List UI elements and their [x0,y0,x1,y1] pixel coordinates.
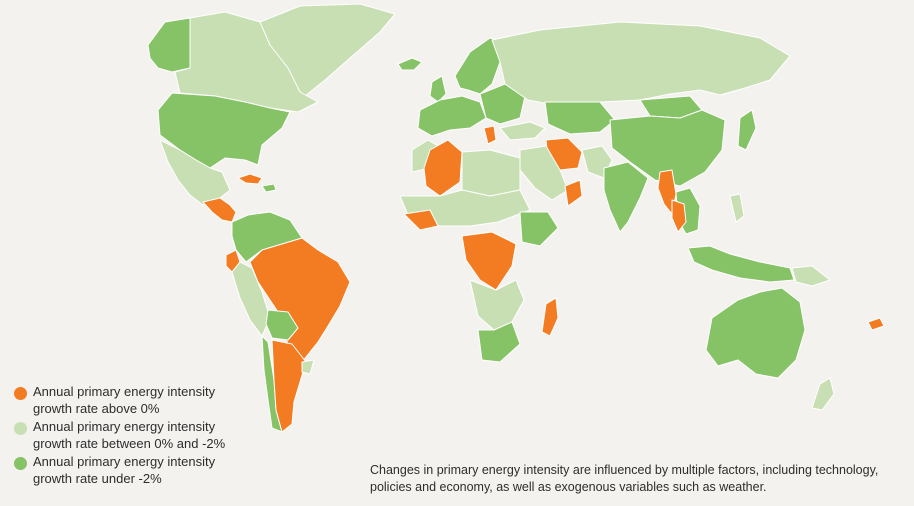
region-india [603,161,649,233]
region-pacific-islands [867,317,885,331]
region-philippines [729,193,745,223]
region-kazakhstan [544,101,616,135]
map-legend: Annual primary energy intensity growth r… [14,383,274,488]
region-australia [705,287,806,379]
region-south-africa [477,321,521,363]
region-thailand [671,199,687,233]
legend-item-under-minus2: Annual primary energy intensity growth r… [14,453,274,487]
region-cuba [237,173,263,185]
legend-swatch-light-green [14,422,27,435]
region-greece [483,125,497,145]
region-indonesia [687,245,795,283]
region-scandinavia [454,37,506,95]
region-madagascar [541,297,559,337]
region-central-america [202,197,237,223]
region-brazil [249,237,351,363]
region-oman [564,179,583,207]
region-uk [429,75,447,103]
region-iceland [397,57,423,71]
region-usa [157,92,291,169]
region-east-africa [519,211,559,247]
legend-item-above-zero: Annual primary energy intensity growth r… [14,383,274,417]
region-new-zealand [811,377,835,411]
region-png [791,265,831,287]
region-libya-egypt [461,149,521,197]
legend-label: Annual primary energy intensity growth r… [33,419,226,451]
region-china [609,109,726,187]
legend-label: Annual primary energy intensity growth r… [33,384,216,416]
region-alaska [147,17,191,73]
region-west-africa [403,209,439,231]
legend-swatch-orange [14,387,27,400]
legend-label: Annual primary energy intensity growth r… [33,454,216,486]
legend-item-between: Annual primary energy intensity growth r… [14,418,274,452]
region-argentina [271,339,307,433]
region-middle-east [519,145,569,201]
region-mexico [159,139,231,206]
region-russia [491,21,791,107]
region-algeria [423,139,463,197]
region-uruguay [301,359,315,375]
region-japan [737,109,757,151]
region-bolivia [265,309,299,341]
region-turkey [499,121,546,141]
region-western-europe [417,95,487,137]
legend-swatch-green [14,457,27,470]
region-canada [174,11,319,113]
region-caribbean-islands [261,183,277,193]
footnote: Changes in primary energy intensity are … [370,463,879,494]
region-drc [461,231,517,291]
region-southern-africa [469,279,525,331]
